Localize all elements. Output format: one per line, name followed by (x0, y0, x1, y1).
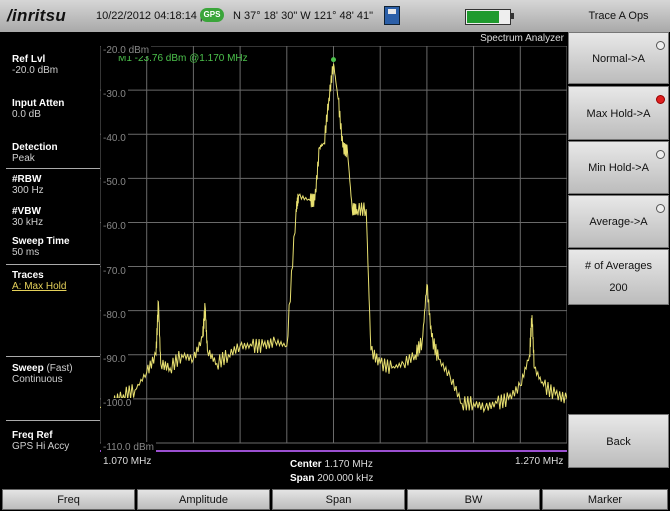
y-tick-label: -50.0 (101, 177, 128, 189)
rbw-label: #RBW (12, 174, 42, 185)
normal-button-label: Normal->A (592, 53, 645, 65)
y-tick-label: -100.0 (101, 397, 134, 409)
y-tick-label: -30.0 (101, 89, 128, 101)
brand-logo: /inritsu (7, 6, 67, 25)
num-averages-value: 200 (609, 282, 628, 294)
sweep-label: Sweep (12, 363, 44, 374)
mode-title: Spectrum Analyzer (480, 33, 564, 44)
marker-readout: M1 -23.76 dBm @1.170 MHz (118, 53, 248, 64)
traces: Traces A: Max Hold (12, 270, 66, 292)
freq-ref-label: Freq Ref (12, 430, 53, 441)
freq-ref: Freq Ref GPS Hi Accy (12, 430, 69, 452)
num-averages-button[interactable]: # of Averages 200 (568, 249, 669, 305)
normal-button[interactable]: Normal->A (568, 32, 669, 84)
back-button-label: Back (606, 436, 631, 448)
y-tick-label: -60.0 (101, 221, 128, 233)
y-tick-label: -70.0 (101, 265, 128, 277)
rbw-value: 300 Hz (12, 185, 44, 196)
menu-amplitude[interactable]: Amplitude (137, 489, 270, 510)
sweep-time-label: Sweep Time (12, 236, 70, 247)
detection: Detection Peak (12, 142, 58, 164)
vbw: #VBW 30 kHz (12, 206, 43, 228)
marker-m1 (331, 57, 336, 63)
gps-icon: GPS (200, 8, 224, 22)
y-tick-label: -80.0 (101, 309, 128, 321)
ref-level-label: Ref Lvl (12, 54, 46, 65)
input-atten: Input Atten 0.0 dB (12, 98, 64, 120)
traces-label: Traces (12, 270, 44, 281)
center-value: 1.170 MHz (324, 459, 373, 470)
battery-tip (511, 13, 514, 19)
center-label: Center (290, 459, 322, 470)
span: Span 200.000 kHz (290, 473, 373, 484)
trace-a-line (100, 63, 567, 414)
radio-icon (656, 41, 665, 50)
y-tick-label: -40.0 (101, 133, 128, 145)
divider (6, 264, 112, 265)
input-atten-label: Input Atten (12, 98, 65, 109)
input-atten-value: 0.0 dB (12, 109, 41, 120)
divider (6, 356, 112, 357)
min-hold-button[interactable]: Min Hold->A (568, 141, 669, 194)
ref-level-value: -20.0 dBm (12, 65, 59, 76)
spectrum-plot[interactable] (100, 46, 567, 455)
start-frequency: 1.070 MHz (103, 456, 152, 467)
sweep-time: Sweep Time 50 ms (12, 236, 70, 258)
span-label: Span (290, 473, 315, 484)
gps-coordinates: N 37° 18' 30" W 121° 48' 41" (233, 10, 374, 22)
menu-bw[interactable]: BW (407, 489, 540, 510)
span-value: 200.000 kHz (317, 473, 374, 484)
trace-a-link[interactable]: A: Max Hold (12, 281, 67, 292)
y-tick-label: -110.0 dBm (101, 442, 156, 453)
parameter-panel (0, 32, 100, 477)
freq-ref-value: GPS Hi Accy (12, 441, 70, 452)
date-time: 10/22/2012 04:18:14 pm (96, 10, 216, 22)
save-disk-icon[interactable] (384, 6, 400, 25)
sweep: Sweep (Fast) Continuous (12, 363, 73, 385)
detection-value: Peak (12, 153, 35, 164)
sweep-mode-suffix: (Fast) (46, 363, 73, 374)
y-tick-label: -20.0 dBm (101, 45, 152, 56)
center-frequency: Center 1.170 MHz (290, 459, 373, 470)
rbw: #RBW 300 Hz (12, 174, 44, 196)
ref-level: Ref Lvl -20.0 dBm (12, 54, 58, 76)
y-tick-label: -90.0 (101, 353, 128, 365)
radio-icon (656, 204, 665, 213)
average-button-label: Average->A (589, 216, 648, 228)
num-averages-label: # of Averages (584, 260, 653, 272)
max-hold-button-label: Max Hold->A (586, 108, 651, 120)
status-bar: /inritsu 10/22/2012 04:18:14 pm GPS N 37… (0, 0, 567, 32)
detection-label: Detection (12, 142, 58, 153)
vbw-value: 30 kHz (12, 217, 44, 228)
average-button[interactable]: Average->A (568, 195, 669, 248)
max-hold-button[interactable]: Max Hold->A (568, 86, 669, 140)
back-button[interactable]: Back (568, 414, 669, 468)
stop-frequency: 1.270 MHz (515, 456, 564, 467)
softkey-title: Trace A Ops (567, 0, 670, 32)
battery-level-fill (467, 11, 499, 23)
radio-selected-icon (656, 95, 665, 104)
menu-freq[interactable]: Freq (2, 489, 135, 510)
menu-span[interactable]: Span (272, 489, 405, 510)
divider (6, 168, 112, 169)
divider (6, 420, 112, 421)
sweep-time-value: 50 ms (12, 247, 40, 258)
vbw-label: #VBW (12, 206, 41, 217)
radio-icon (656, 150, 665, 159)
menu-marker[interactable]: Marker (542, 489, 668, 510)
sweep-value: Continuous (12, 374, 63, 385)
min-hold-button-label: Min Hold->A (588, 162, 649, 174)
battery-icon (465, 9, 511, 25)
